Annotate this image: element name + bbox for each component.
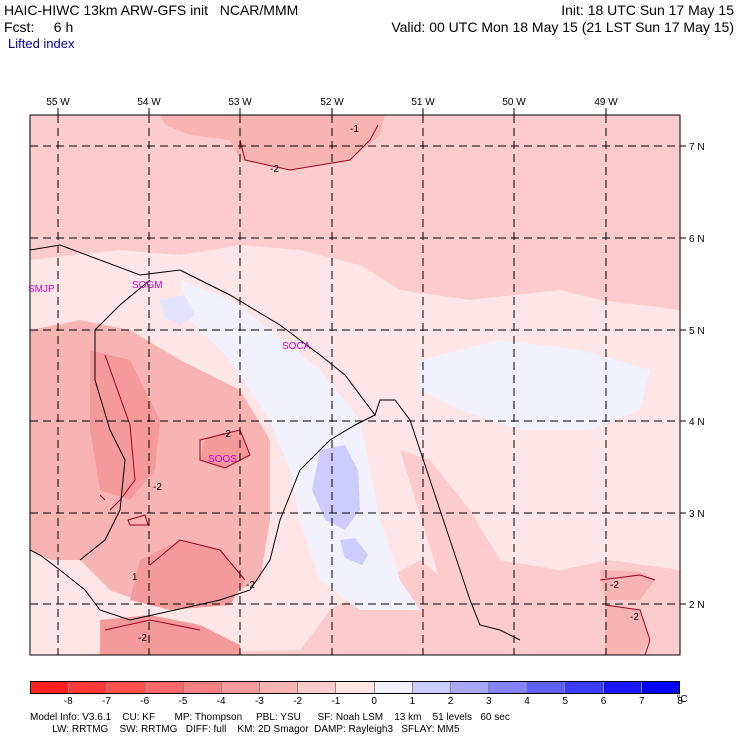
positive-li-patch [312, 445, 360, 530]
field-name: Lifted index [8, 36, 75, 51]
colorbar-swatch [145, 682, 184, 693]
init-time: Init: 18 UTC Sun 17 May 15 [561, 2, 734, 18]
colorbar-label: 5 [562, 696, 569, 707]
colorbar-swatch [107, 682, 146, 693]
lon-label-52w: 52 W [320, 97, 344, 108]
colorbar-swatch [221, 682, 261, 693]
model-info-line2: LW: RRTMG SW: RRTMG DIFF: full KM: 2D Sm… [30, 724, 460, 735]
colorbar-swatch [412, 682, 451, 693]
colorbar-swatch [450, 682, 490, 693]
contour-label: -1 [350, 124, 359, 135]
lat-label-3n: 3 N [689, 509, 705, 520]
colorbar-label: 4 [524, 696, 530, 707]
station-sogm: SOGM [132, 280, 163, 291]
station-soca: SOCA [282, 341, 311, 352]
lon-label-50w: 50 W [502, 97, 526, 108]
colorbar-swatch [298, 682, 337, 693]
colorbar-unit: °C [676, 694, 688, 705]
colorbar-label: -4 [216, 696, 226, 707]
colorbar [30, 681, 680, 694]
colorbar-label: -3 [254, 696, 264, 707]
colorbar-label: -1 [331, 696, 341, 707]
colorbar-swatch [374, 682, 413, 693]
contour-label: -2 [610, 580, 619, 591]
colorbar-swatch [183, 682, 222, 693]
model-title: HAIC-HIWC 13km ARW-GFS init NCAR/MMM [4, 2, 299, 18]
lat-label-5n: 5 N [689, 326, 705, 337]
colorbar-swatch [641, 682, 679, 693]
colorbar-swatch [565, 682, 604, 693]
colorbar-swatch [31, 682, 70, 693]
forecast-hour: Fcst: 6 h [4, 19, 74, 35]
lat-label-4n: 4 N [689, 417, 705, 428]
station-soos: SOOS [208, 454, 237, 465]
colorbar-label: -7 [102, 696, 111, 707]
colorbar-swatch [336, 682, 375, 693]
contour-label: -2 [270, 164, 279, 175]
colorbar-label: 7 [638, 696, 645, 707]
colorbar-label: 6 [600, 696, 607, 707]
colorbar-label: 3 [486, 696, 492, 707]
lat-label-7n: 7 N [689, 142, 705, 153]
colorbar-swatch [489, 682, 528, 693]
station-smjp: SMJP [28, 284, 55, 295]
contour-label: -2 [138, 633, 147, 644]
lat-label-6n: 6 N [689, 234, 705, 245]
contour-label: -2 [153, 482, 162, 493]
colorbar-label: 8 [677, 696, 683, 707]
lat-lon-grid [30, 115, 680, 655]
valid-time: Valid: 00 UTC Mon 18 May 15 (21 LST Sun … [391, 19, 734, 35]
coastline [30, 244, 521, 641]
map-frame [29, 114, 681, 656]
contour-lines [99, 124, 656, 655]
contour-label: -2 [630, 612, 639, 623]
contour-region-left [90, 350, 160, 500]
colorbar-label: 2 [447, 696, 454, 707]
lon-label-55w: 55 W [46, 97, 70, 108]
colorbar-swatch [260, 682, 299, 693]
colorbar-swatch [527, 682, 566, 693]
contour-label: -2 [246, 580, 255, 591]
contour-label: 1 [132, 572, 138, 583]
shaded-field [30, 115, 680, 655]
colorbar-label: -6 [140, 696, 150, 707]
colorbar-label: -2 [293, 696, 303, 707]
colorbar-swatch [603, 682, 642, 693]
colorbar-swatch [69, 682, 108, 693]
colorbar-label: 0 [371, 696, 377, 707]
lon-label-49w: 49 W [594, 97, 618, 108]
lon-label-51w: 51 W [411, 97, 435, 108]
lat-label-2n: 2 N [689, 600, 705, 611]
contour-region-top [160, 115, 385, 170]
lon-label-54w: 54 W [137, 97, 161, 108]
model-info-line1: Model Info: V3.6.1 CU: KF MP: Thompson P… [30, 712, 510, 723]
colorbar-label: -8 [63, 696, 73, 707]
lon-label-53w: 53 W [228, 97, 252, 108]
contour-label: -2 [222, 429, 231, 440]
colorbar-label: -5 [178, 696, 188, 707]
colorbar-label: 1 [409, 696, 416, 707]
